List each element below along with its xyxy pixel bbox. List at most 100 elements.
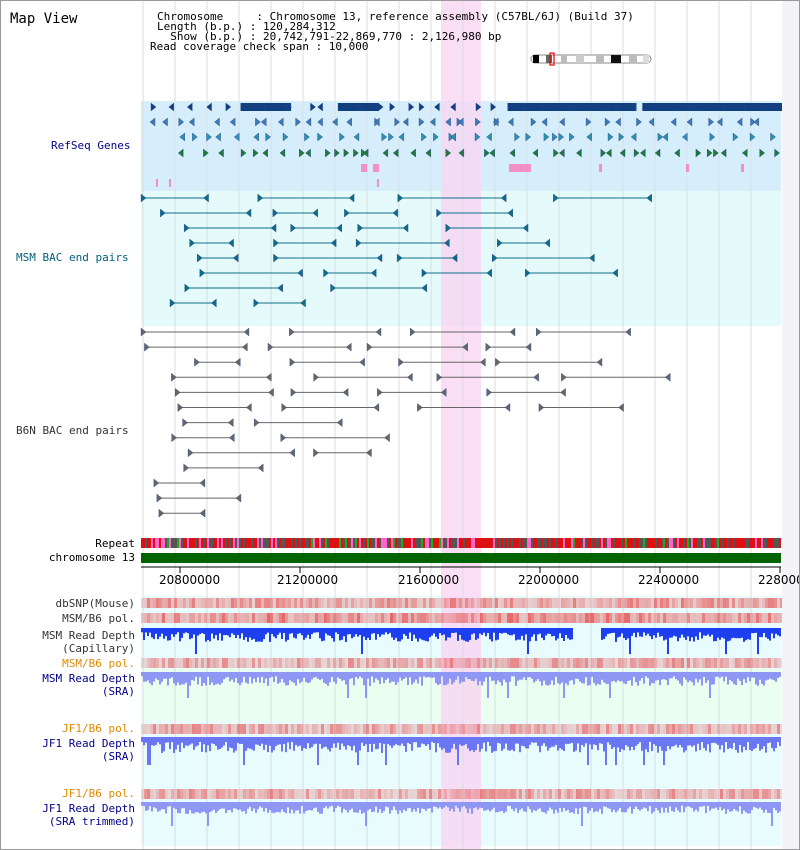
read-depth-bar (313, 737, 315, 745)
polymorphism-mark (612, 724, 615, 734)
repeat-mark (565, 538, 567, 548)
read-depth-bar (191, 628, 193, 639)
repeat-mark (203, 538, 205, 548)
read-depth-bar (197, 802, 199, 813)
track-label-refseq[interactable]: RefSeq Genes (51, 139, 131, 152)
polymorphism-mark (585, 613, 588, 623)
polymorphism-mark (480, 598, 483, 608)
polymorphism-mark (294, 658, 297, 668)
polymorphism-mark (600, 658, 603, 668)
repeat-mark (701, 538, 703, 548)
polymorphism-mark (681, 613, 684, 623)
polymorphism-mark (570, 724, 573, 734)
read-depth-bar (597, 737, 599, 751)
refseq-gene (600, 148, 607, 158)
read-depth-bar (683, 737, 685, 753)
refseq-gene (648, 117, 655, 127)
read-depth-bar (177, 672, 179, 683)
repeat-mark (431, 538, 433, 548)
read-depth-bar (161, 628, 163, 634)
read-depth-bar (551, 672, 553, 681)
read-depth-bar (561, 628, 563, 639)
polymorphism-mark (651, 724, 654, 734)
polymorphism-mark (498, 724, 501, 734)
polymorphism-mark (576, 613, 579, 623)
read-depth-bar (167, 628, 169, 641)
polymorphism-mark (465, 724, 468, 734)
read-depth-bar (747, 737, 749, 743)
read-depth-bar (267, 672, 269, 686)
polymorphism-mark (594, 724, 597, 734)
refseq-gene (514, 132, 520, 142)
repeat-mark (191, 538, 193, 548)
read-depth-bar (669, 737, 671, 750)
polymorphism-mark (561, 613, 564, 623)
polymorphism-mark (369, 724, 372, 734)
polymorphism-mark (519, 598, 522, 608)
read-depth-bar (211, 628, 213, 634)
read-depth-bar (617, 672, 619, 681)
polymorphism-mark (333, 789, 336, 799)
polymorphism-mark (225, 724, 228, 734)
read-depth-bar (307, 672, 309, 684)
read-depth-bar (281, 737, 283, 752)
polymorphism-mark (426, 598, 429, 608)
read-depth-bar (557, 802, 559, 813)
polymorphism-mark (585, 598, 588, 608)
read-depth-bar (353, 672, 355, 686)
read-depth-bar (177, 802, 179, 814)
refseq-feature (156, 179, 158, 187)
read-depth-bar (485, 672, 487, 678)
read-depth-bar (465, 737, 467, 745)
read-depth-bar (571, 672, 573, 681)
read-depth-bar (477, 628, 479, 639)
bac-end (227, 418, 234, 428)
bac-end (197, 253, 203, 263)
polymorphism-mark (741, 598, 744, 608)
length-info: Length (b.p.) : 120,284,312 (157, 20, 336, 33)
bac-end (280, 433, 287, 443)
repeat-mark (333, 538, 335, 548)
read-depth-bar (663, 737, 665, 765)
polymorphism-mark (279, 598, 282, 608)
read-depth-bar (513, 737, 515, 752)
read-depth-bar (387, 802, 389, 808)
read-depth-bar (229, 802, 231, 810)
read-depth-bar (363, 628, 365, 637)
polymorphism-mark (393, 658, 396, 668)
read-depth-bar (581, 802, 583, 826)
read-depth-bar (141, 628, 143, 633)
read-depth-bar (703, 628, 705, 636)
read-depth-bar (533, 672, 535, 683)
polymorphism-mark (597, 613, 600, 623)
read-depth-bar (213, 737, 215, 745)
read-depth-bar (417, 802, 419, 809)
polymorphism-mark (156, 789, 159, 799)
read-depth-bar (245, 628, 247, 638)
polymorphism-mark (678, 613, 681, 623)
polymorphism-mark (675, 613, 678, 623)
read-depth-bar (509, 737, 511, 751)
polymorphism-mark (198, 598, 201, 608)
polymorphism-mark (441, 658, 444, 668)
repeat-mark (263, 538, 265, 548)
refseq-gene (177, 148, 184, 158)
refseq-gene (736, 117, 743, 127)
track-label-msm-bac[interactable]: MSM BAC end pairs (16, 251, 129, 264)
repeat-mark (671, 538, 673, 548)
read-depth-bar (323, 672, 325, 683)
track-label-b6n-bac[interactable]: B6N BAC end pairs (16, 424, 129, 437)
polymorphism-mark (279, 724, 282, 734)
read-depth-bar (533, 737, 535, 743)
polymorphism-mark (192, 724, 195, 734)
read-depth-bar (645, 802, 647, 809)
read-depth-bar (643, 628, 645, 633)
polymorphism-mark (573, 613, 576, 623)
read-depth-bar (199, 737, 201, 742)
read-depth-bar (723, 802, 725, 809)
read-depth-bar (481, 802, 483, 809)
repeat-mark (413, 538, 415, 548)
read-depth-bar (145, 737, 147, 743)
repeat-mark (211, 538, 213, 548)
